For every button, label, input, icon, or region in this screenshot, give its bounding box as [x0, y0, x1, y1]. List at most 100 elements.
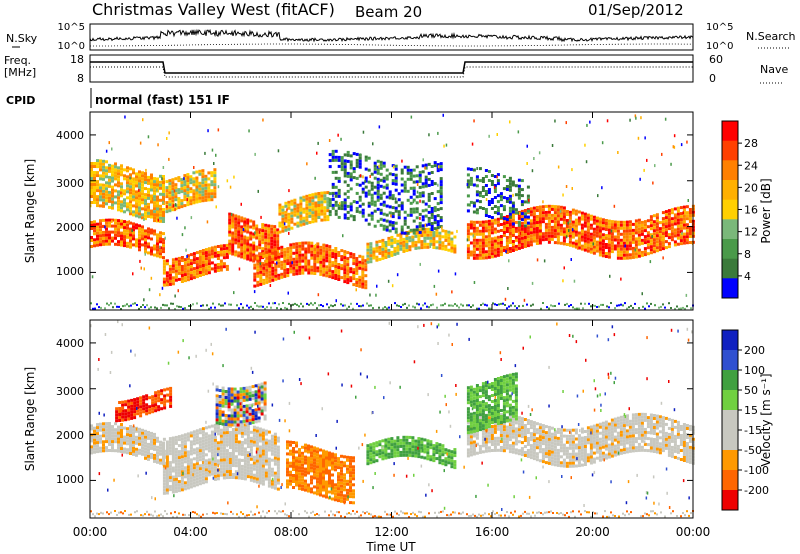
echo-cell	[343, 171, 347, 175]
echo-cell	[305, 212, 309, 216]
echo-cell	[355, 281, 359, 284]
echo-cell	[337, 176, 341, 180]
echo-cell	[156, 183, 159, 187]
echo-cell	[228, 440, 232, 443]
echo-cell	[346, 183, 350, 187]
echo-cell	[171, 181, 175, 185]
echo-cell	[406, 213, 410, 217]
echo-cell	[201, 481, 205, 485]
echo-cell	[610, 238, 614, 242]
echo-cell	[240, 458, 244, 462]
echo-cell	[156, 186, 159, 190]
echo-cell	[441, 247, 445, 251]
echo-cell	[685, 226, 689, 230]
echo-cell	[673, 231, 677, 235]
echo-cell	[246, 445, 250, 449]
echo-cell	[138, 203, 141, 207]
echo-cell	[405, 240, 409, 243]
echo-cell	[511, 225, 515, 228]
noise-cell	[472, 304, 474, 307]
echo-cell	[141, 189, 144, 193]
speckle-cell	[456, 229, 458, 233]
echo-cell	[523, 424, 527, 427]
echo-cell	[135, 199, 138, 203]
echo-cell	[192, 475, 196, 479]
echo-cell	[201, 190, 205, 194]
speckle-cell	[473, 281, 476, 284]
echo-cell	[688, 235, 692, 238]
echo-cell	[162, 488, 166, 492]
echo-cell	[658, 221, 662, 225]
echo-cell	[405, 243, 409, 246]
echo-cell	[613, 229, 617, 233]
noise-cell	[684, 307, 686, 310]
echo-cell	[562, 239, 566, 243]
echo-cell	[135, 184, 138, 188]
echo-cell	[292, 242, 296, 246]
echo-cell	[264, 235, 268, 239]
echo-cell	[535, 209, 539, 212]
echo-cell	[544, 213, 548, 217]
echo-cell	[255, 224, 259, 228]
echo-cell	[502, 437, 506, 441]
echo-cell	[301, 253, 305, 257]
echo-cell	[421, 182, 425, 186]
echo-cell	[423, 239, 427, 243]
echo-cell	[646, 252, 650, 256]
noise-cell	[676, 305, 678, 308]
echo-cell	[523, 445, 527, 448]
echo-cell	[307, 265, 311, 269]
echo-cell	[192, 252, 196, 256]
echo-cell	[311, 193, 315, 197]
speckle-cell	[306, 162, 308, 166]
echo-cell	[385, 219, 389, 223]
echo-cell	[314, 213, 318, 217]
echo-cell	[287, 221, 291, 225]
echo-cell	[469, 223, 473, 227]
echo-cell	[568, 455, 572, 459]
echo-cell	[311, 205, 315, 209]
echo-cell	[265, 256, 269, 260]
colorbar-swatch	[722, 278, 738, 284]
nave-label: Nave	[760, 63, 788, 76]
echo-cell	[604, 225, 608, 228]
noise-cell	[626, 307, 628, 310]
colorbar-swatch	[722, 258, 738, 265]
echo-cell	[544, 234, 548, 238]
echo-cell	[550, 225, 554, 229]
speckle-cell	[164, 236, 166, 240]
echo-cell	[319, 251, 323, 255]
noise-cell	[414, 306, 416, 309]
echo-cell	[120, 209, 123, 213]
echo-cell	[299, 220, 303, 224]
echo-cell	[616, 232, 620, 236]
echo-cell	[284, 216, 288, 220]
echo-cell	[177, 483, 181, 487]
echo-cell	[388, 205, 392, 209]
echo-cell	[511, 228, 515, 231]
echo-cell	[655, 231, 659, 235]
echo-cell	[414, 243, 418, 247]
echo-cell	[472, 201, 476, 205]
echo-cell	[150, 252, 153, 256]
noise-cell	[372, 307, 374, 310]
noise-cell	[264, 307, 266, 310]
noise-cell	[248, 306, 250, 309]
speckle-cell	[161, 286, 164, 290]
echo-cell	[207, 256, 211, 260]
echo-cell	[243, 238, 247, 242]
echo-cell	[475, 241, 479, 245]
echo-cell	[108, 166, 111, 170]
echo-cell	[123, 235, 126, 239]
freq-label-2: [MHz]	[4, 66, 36, 79]
echo-cell	[252, 428, 256, 432]
echo-cell	[126, 430, 129, 434]
echo-cell	[598, 241, 602, 245]
noise-cell	[196, 302, 198, 305]
echo-cell	[418, 221, 422, 225]
echo-cell	[90, 448, 93, 452]
echo-cell	[231, 446, 235, 449]
echo-cell	[628, 229, 632, 233]
echo-cell	[165, 201, 169, 205]
echo-cell	[292, 260, 296, 264]
